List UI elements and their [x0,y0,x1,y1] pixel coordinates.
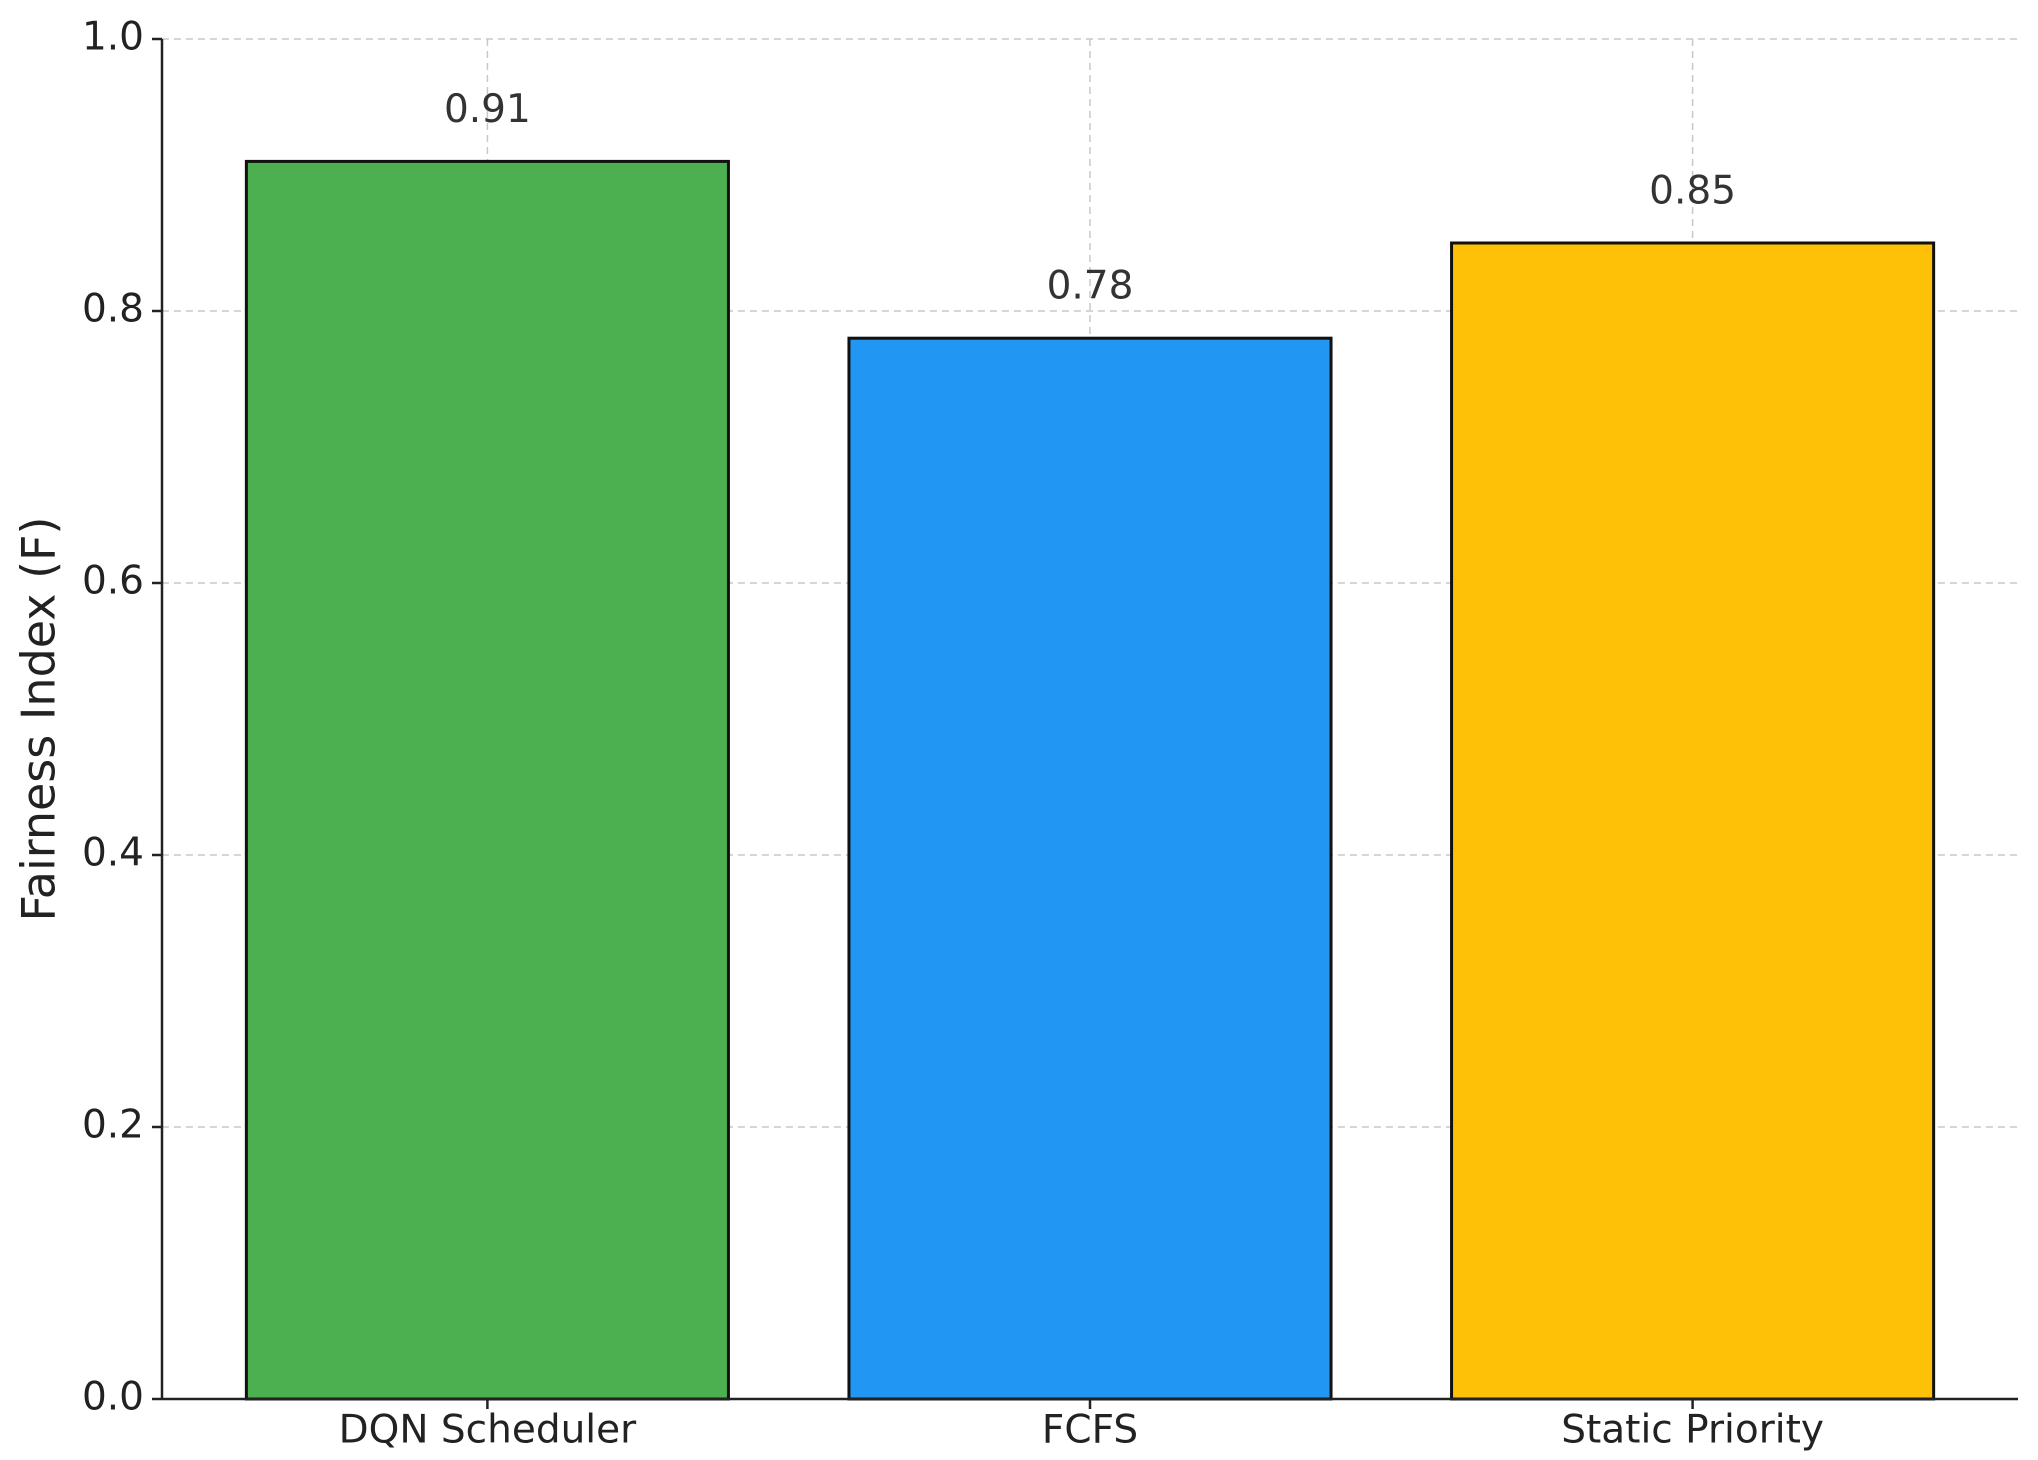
y-tick-label: 0.8 [82,287,144,332]
bar [847,336,1333,1401]
value-label: 0.78 [1047,264,1134,309]
y-tick-label: 1.0 [82,15,144,60]
y-tick-label: 0.2 [82,1103,144,1148]
x-tick-label: Static Priority [1561,1408,1824,1453]
bar [244,159,730,1401]
x-tick-label: FCFS [1042,1408,1138,1453]
value-label: 0.85 [1649,169,1736,214]
value-label: 0.91 [444,87,531,132]
y-tick-label: 0.0 [82,1375,144,1420]
x-tick-label: DQN Scheduler [339,1408,638,1453]
bar [1450,241,1936,1401]
y-axis-label: Fairness Index (F) [12,517,66,922]
y-tick-label: 0.4 [82,831,144,876]
y-tick-label: 0.6 [82,559,144,604]
